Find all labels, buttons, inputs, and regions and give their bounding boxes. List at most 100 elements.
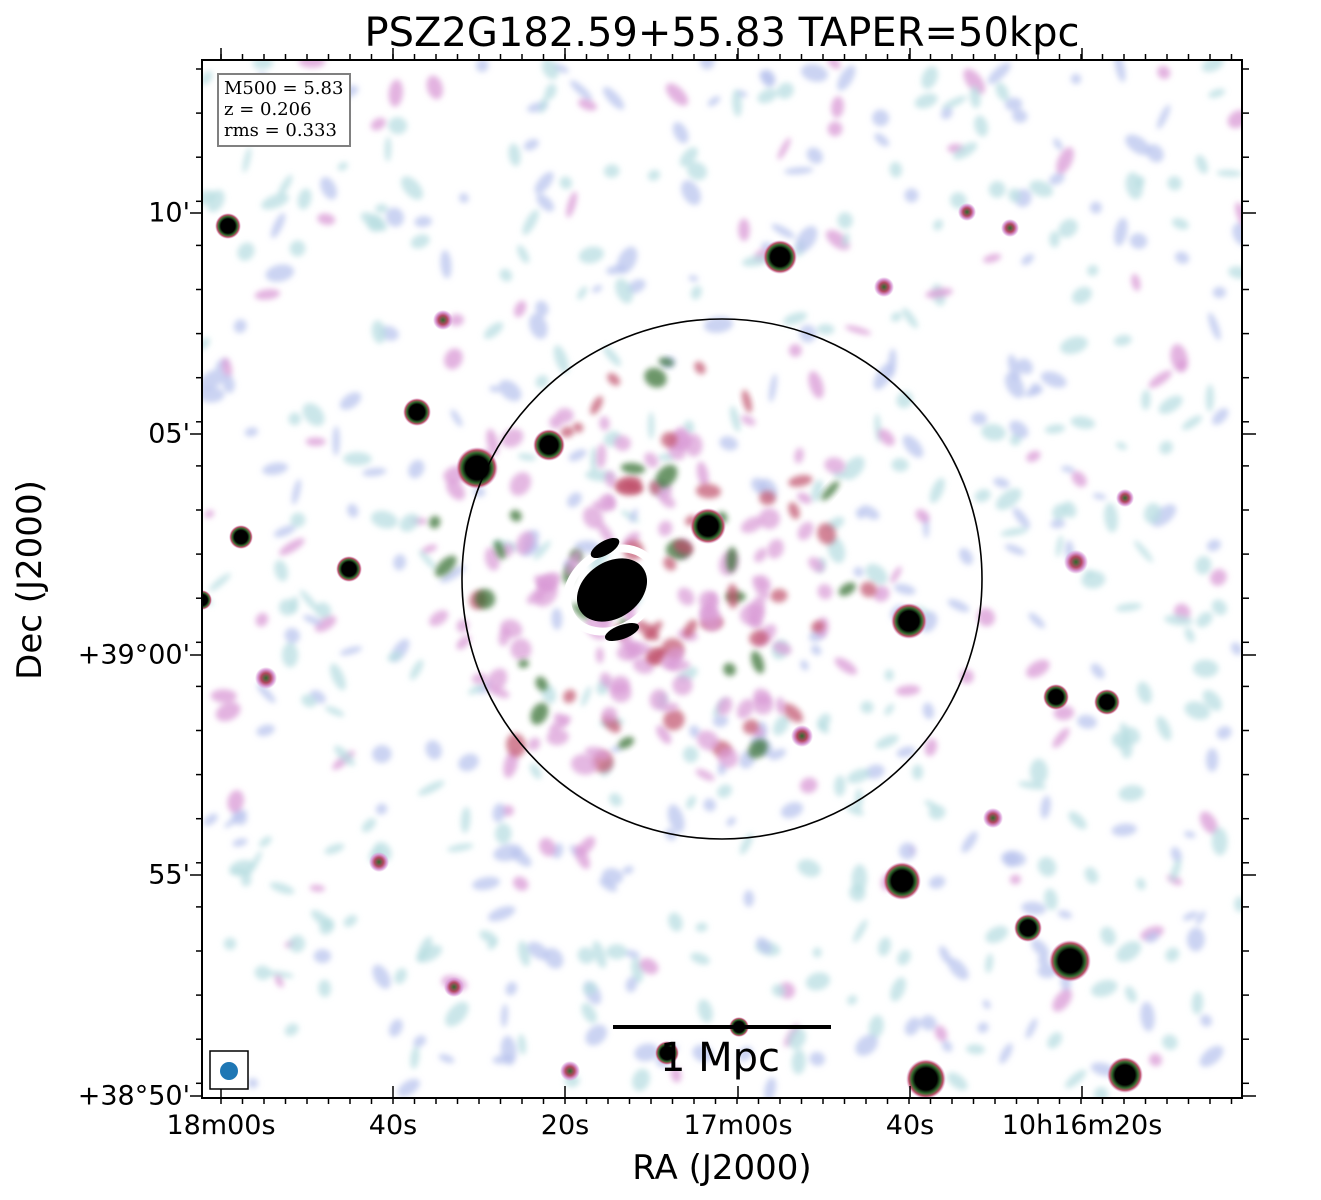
noise-blob	[568, 449, 587, 462]
radio-source	[891, 603, 927, 639]
noise-blob	[827, 121, 843, 137]
noise-blob	[1037, 955, 1050, 967]
noise-blob	[274, 560, 289, 582]
noise-blob	[1052, 503, 1068, 520]
noise-blob	[1111, 823, 1137, 837]
emission-blob	[717, 747, 739, 768]
noise-blob	[1230, 642, 1242, 656]
radio-source	[533, 429, 565, 461]
emission-blob	[530, 702, 549, 725]
noise-blob	[541, 60, 559, 80]
noise-blob	[603, 164, 620, 178]
radio-source	[456, 447, 498, 489]
emission-blob	[736, 698, 755, 719]
noise-blob	[297, 188, 312, 210]
noise-blob	[632, 1068, 650, 1092]
noise-blob	[397, 1078, 420, 1097]
emission-blob	[582, 506, 604, 529]
noise-blob	[947, 957, 969, 980]
noise-blob	[265, 264, 295, 282]
faint-source	[983, 808, 1003, 828]
emission-blob	[663, 556, 677, 571]
noise-blob	[1021, 901, 1047, 915]
noise-blob	[717, 784, 732, 798]
figure-title: PSZ2G182.59+55.83 TAPER=50kpc	[364, 10, 1080, 56]
noise-blob	[1182, 911, 1199, 921]
noise-blob	[686, 161, 708, 181]
noise-blob	[1206, 539, 1221, 552]
noise-blob	[332, 425, 340, 456]
noise-blob	[865, 563, 888, 585]
noise-blob	[417, 936, 433, 962]
noise-blob	[961, 831, 978, 853]
noise-blob	[421, 544, 438, 554]
noise-blob	[1174, 251, 1190, 264]
emission-blob	[563, 689, 576, 704]
noise-blob	[202, 71, 213, 85]
noise-blob	[334, 745, 355, 766]
emission-blob	[695, 483, 721, 499]
noise-blob	[800, 777, 818, 794]
noise-blob	[849, 884, 866, 902]
compact-sources	[202, 203, 1143, 1098]
noise-blob	[699, 60, 715, 70]
noise-blob	[1104, 502, 1118, 533]
emission-blob	[553, 713, 568, 724]
noise-blob	[686, 795, 697, 810]
noise-blob	[324, 706, 345, 717]
emission-blob	[655, 464, 678, 489]
noise-blob	[941, 95, 967, 110]
noise-blob	[656, 725, 672, 744]
noise-blob	[1084, 867, 1099, 884]
noise-blob	[1071, 286, 1093, 305]
noise-blob	[1141, 389, 1151, 411]
noise-blob	[795, 226, 818, 253]
noise-blob	[273, 525, 296, 538]
noise-blob	[269, 882, 295, 895]
noise-blob	[1007, 354, 1021, 382]
noise-blob	[834, 775, 846, 797]
noise-blob	[1087, 264, 1099, 277]
noise-blob	[873, 585, 890, 602]
noise-blob	[941, 1040, 953, 1052]
noise-blob	[809, 1051, 826, 1066]
noise-blob	[981, 423, 1007, 441]
noise-blob	[347, 503, 359, 518]
noise-blob	[1068, 811, 1087, 830]
noise-blob	[447, 843, 474, 852]
noise-blob	[780, 802, 804, 819]
emission-blob	[658, 520, 673, 537]
noise-blob	[889, 161, 903, 178]
noise-blob	[585, 1024, 608, 1046]
noise-blob	[1181, 415, 1203, 430]
noise-blob	[1134, 540, 1153, 563]
noise-blob	[324, 843, 345, 855]
emission-blob	[759, 490, 776, 506]
noise-blob	[1053, 138, 1063, 151]
noise-blob	[1151, 504, 1177, 527]
noise-blob	[1158, 395, 1183, 414]
noise-blob	[805, 972, 831, 991]
noise-blob	[1009, 874, 1021, 885]
radio-source	[336, 556, 362, 582]
noise-blob	[741, 255, 770, 267]
emission-blob	[672, 675, 693, 696]
noise-blob	[771, 223, 795, 239]
noise-blob	[1081, 571, 1106, 589]
faint-source	[874, 277, 894, 297]
emission-blob	[663, 709, 685, 731]
noise-blob	[810, 644, 822, 656]
noise-blob	[847, 995, 858, 1005]
noise-blob	[784, 166, 814, 175]
noise-blob	[314, 615, 337, 632]
noise-blob	[1208, 312, 1221, 341]
noise-blob	[486, 428, 499, 456]
noise-blob	[899, 842, 916, 860]
noise-blob	[924, 738, 938, 757]
noise-blob	[254, 965, 271, 980]
noise-blob	[387, 651, 403, 662]
noise-blob	[977, 607, 995, 627]
noise-blob	[1148, 370, 1172, 389]
noise-blob	[928, 875, 946, 889]
noise-blob	[370, 510, 398, 529]
